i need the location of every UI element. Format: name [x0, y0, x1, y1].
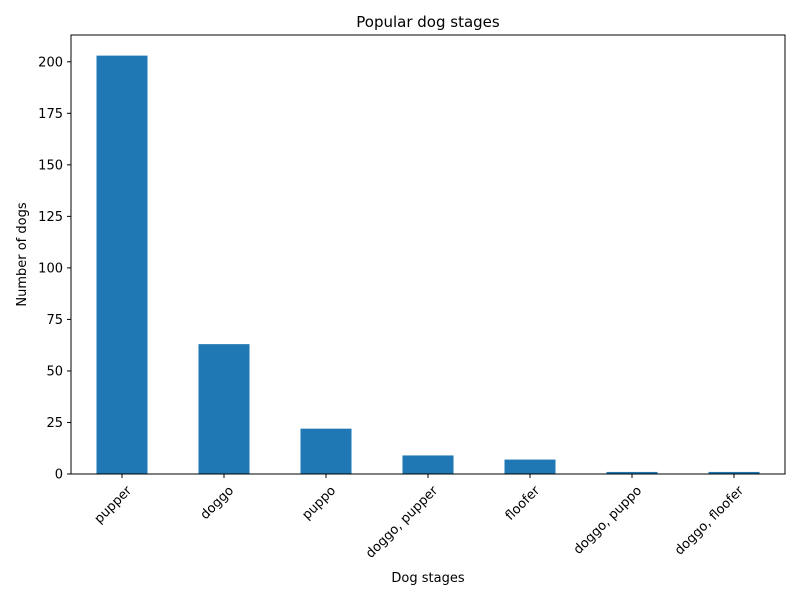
x-tick-label: puppo — [299, 483, 339, 523]
bar-doggo — [198, 344, 250, 474]
x-tick-label: doggo, puppo — [571, 483, 645, 557]
x-tick-label: doggo — [198, 483, 237, 522]
y-tick-label: 200 — [38, 55, 63, 70]
y-tick-label: 125 — [38, 210, 63, 225]
y-tick-label: 0 — [55, 468, 63, 483]
y-tick-label: 25 — [46, 416, 63, 431]
bar-doggo-pupper — [402, 455, 454, 474]
y-tick-label: 150 — [38, 158, 63, 173]
chart-title: Popular dog stages — [356, 13, 500, 31]
x-axis: pupper doggo puppo doggo, pupper floofer dogg… — [92, 474, 748, 561]
x-tick-label: doggo, floofer — [672, 483, 747, 558]
x-tick-label: doggo, pupper — [363, 483, 441, 561]
bar-doggo-floofer — [708, 471, 760, 474]
bar-pupper — [96, 55, 148, 475]
bar-floofer — [504, 459, 556, 474]
x-tick-label: pupper — [92, 483, 136, 527]
bar-puppo — [300, 428, 352, 474]
bar-doggo-puppo — [606, 471, 658, 474]
y-tick-label: 100 — [38, 261, 63, 276]
y-tick-label: 50 — [46, 364, 63, 379]
y-axis-title: Number of dogs — [15, 202, 30, 306]
plot-frame — [70, 34, 786, 475]
y-tick-label: 75 — [46, 313, 63, 328]
plot-area — [96, 55, 760, 475]
y-axis: 0 25 50 75 100 125 150 175 200 — [38, 55, 71, 483]
y-tick-label: 175 — [38, 107, 63, 122]
x-axis-title: Dog stages — [391, 571, 464, 586]
x-tick-label: floofer — [503, 483, 544, 524]
